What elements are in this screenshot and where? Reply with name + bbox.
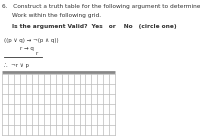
Text: 6.   Construct a truth table for the following argument to determine if it is va: 6. Construct a truth table for the follo… — [2, 4, 200, 9]
Text: r → q: r → q — [20, 46, 34, 51]
Text: Work within the following grid.: Work within the following grid. — [12, 13, 101, 18]
Text: r: r — [35, 51, 38, 56]
Text: ∴  ¬r ∨ p: ∴ ¬r ∨ p — [4, 63, 29, 68]
Text: Is the argument Valid?  Yes   or    No   (circle one): Is the argument Valid? Yes or No (circle… — [12, 24, 176, 29]
Text: ((p ∨ q) → ¬(p ∧ q)): ((p ∨ q) → ¬(p ∧ q)) — [4, 38, 58, 43]
